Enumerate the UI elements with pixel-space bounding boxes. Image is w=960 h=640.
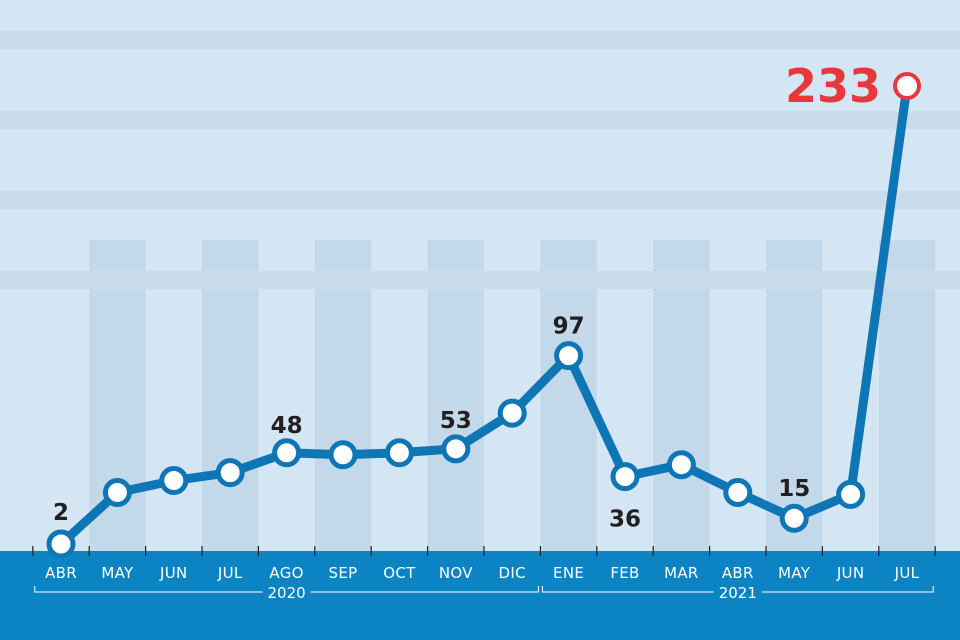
year-bracket (34, 586, 539, 593)
year-label: 2020 (268, 584, 306, 602)
data-point (215, 458, 245, 488)
series-line (56, 81, 912, 549)
column-band (653, 240, 710, 551)
data-point-highlight (893, 72, 921, 100)
column-band (427, 240, 484, 551)
data-labels: 2 48 53 97 36 15 233 (53, 59, 881, 533)
data-label-highlight: 233 (785, 59, 881, 113)
data-point (46, 529, 76, 559)
data-label: 53 (440, 408, 472, 434)
x-tick-label: JUN (159, 564, 188, 582)
x-tick-label: MAY (778, 564, 811, 582)
year-bracket (541, 586, 934, 593)
data-point (666, 450, 696, 480)
data-point (102, 477, 132, 507)
data-point (441, 434, 471, 464)
data-label: 97 (553, 314, 585, 340)
data-point (159, 466, 189, 496)
data-point (610, 462, 640, 492)
x-tick-label: ABR (722, 564, 754, 582)
year-label: 2021 (719, 584, 757, 602)
data-point (272, 438, 302, 468)
data-point (384, 438, 414, 468)
x-tick-label: MAR (664, 564, 699, 582)
x-tick-label: JUN (836, 564, 865, 582)
x-tick-label: OCT (383, 564, 416, 582)
column-band (202, 240, 259, 551)
x-axis-band (0, 551, 960, 640)
x-tick-label: SEP (329, 564, 358, 582)
data-point (554, 341, 584, 371)
x-tick-label: JUL (217, 564, 243, 582)
background-guides (0, 31, 960, 289)
x-axis-ticks (32, 546, 936, 556)
data-point (328, 440, 358, 470)
x-tick-label: DIC (499, 564, 526, 582)
data-point (836, 479, 866, 509)
series-markers (46, 72, 921, 559)
x-tick-label: AGO (269, 564, 303, 582)
data-point (779, 503, 809, 533)
data-label: 15 (778, 476, 810, 502)
x-tick-label: FEB (610, 564, 639, 582)
x-tick-label: ABR (45, 564, 77, 582)
column-band (314, 240, 372, 551)
x-tick-label: JUL (894, 564, 920, 582)
year-brackets: 2020 2021 (34, 584, 934, 602)
x-tick-label: MAY (101, 564, 134, 582)
column-band (878, 240, 936, 551)
data-label: 36 (609, 507, 641, 533)
x-axis-tick-labels: ABR MAY JUN JUL AGO SEP OCT NOV DIC ENE FEB MAR ABR M… (45, 564, 920, 582)
column-band (766, 240, 823, 551)
data-point (497, 398, 527, 428)
x-tick-label: ENE (553, 564, 584, 582)
data-label: 2 (53, 500, 69, 526)
data-label: 48 (271, 413, 303, 439)
data-point (723, 477, 753, 507)
x-tick-label: NOV (439, 564, 473, 582)
